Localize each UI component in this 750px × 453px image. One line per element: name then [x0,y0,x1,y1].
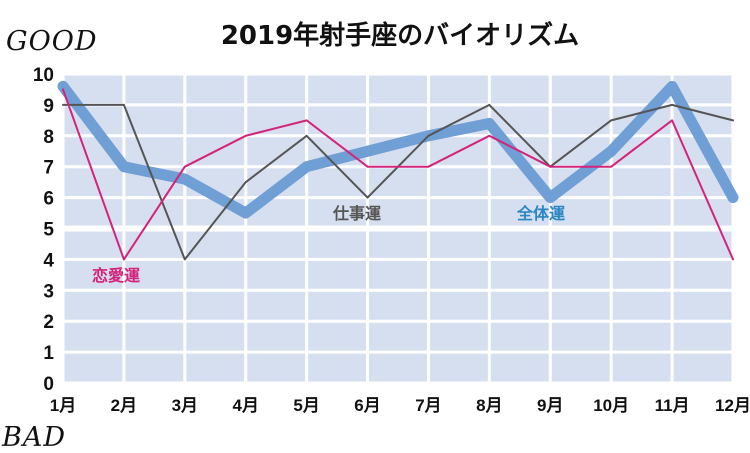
y-tick-label: 9 [43,96,54,117]
data-point-overall [123,166,125,168]
data-point-love [367,166,369,168]
data-point-love [671,119,673,121]
y-tick-label: 4 [43,250,54,271]
data-point-overall [367,150,369,152]
y-tick-label: 0 [43,374,54,395]
series-label-work: 仕事運 [332,204,381,223]
y-tick-label: 10 [33,65,54,86]
data-point-work [671,104,673,106]
data-point-work [306,135,308,137]
data-point-work [245,181,247,183]
data-point-work [184,258,186,260]
x-tick-label: 1月 [50,396,76,415]
data-point-love [184,166,186,168]
data-point-work [123,104,125,106]
y-tick-label: 8 [43,127,54,148]
plot-background [61,72,735,385]
data-point-overall [306,166,308,168]
y-axis-ticks: 0 1 2 3 4 5 6 7 8 9 10 [33,65,55,395]
data-point-work [367,197,369,199]
data-point-work [610,119,612,121]
y-tick-label: 3 [43,281,54,302]
x-tick-label: 11月 [655,396,690,415]
series-line-overall [57,80,739,219]
data-point-overall [549,197,551,199]
y-tick-label: 1 [43,343,54,364]
data-point-work [488,104,490,106]
x-tick-label: 9月 [537,396,563,415]
data-point-love [732,258,734,260]
data-point-overall [184,178,186,180]
data-point-overall [245,212,247,214]
data-point-work [427,135,429,137]
bad-label: BAD [1,422,66,453]
data-point-love [123,258,125,260]
data-point-love [549,166,551,168]
chart-title: 2019年射手座のバイオリズム [221,20,579,51]
x-tick-label: 3月 [172,396,198,415]
data-point-work [732,119,734,121]
y-tick-label: 7 [43,158,54,179]
y-tick-label: 2 [43,312,54,333]
x-tick-label: 2月 [111,396,137,415]
x-tick-label: 10月 [593,396,629,415]
y-tick-label: 6 [43,189,54,210]
x-tick-label: 7月 [415,396,441,415]
x-tick-label: 6月 [354,396,380,415]
data-point-overall [732,197,734,199]
x-axis-ticks: 1月 2月 3月 4月 5月 6月 7月 8月 9月 10月 11月 12月 [50,396,750,415]
good-label: GOOD [6,26,98,57]
data-point-overall [62,85,64,87]
series-lines [57,80,739,261]
series-label-love: 恋愛運 [92,266,140,285]
data-point-overall [671,85,673,87]
data-point-overall [610,150,612,152]
data-point-love [62,88,64,90]
y-tick-label: 5 [43,220,54,241]
x-tick-label: 5月 [293,396,319,415]
data-point-love [610,166,612,168]
data-point-love [245,135,247,137]
series-line-love [62,88,734,261]
series-label-overall: 全体運 [516,204,565,223]
x-tick-label: 12月 [715,396,750,415]
data-point-work [62,104,64,106]
data-point-love [427,166,429,168]
x-tick-label: 8月 [476,396,502,415]
data-point-overall [488,122,490,124]
data-point-love [488,135,490,137]
data-point-love [306,119,308,121]
x-tick-label: 4月 [232,396,258,415]
